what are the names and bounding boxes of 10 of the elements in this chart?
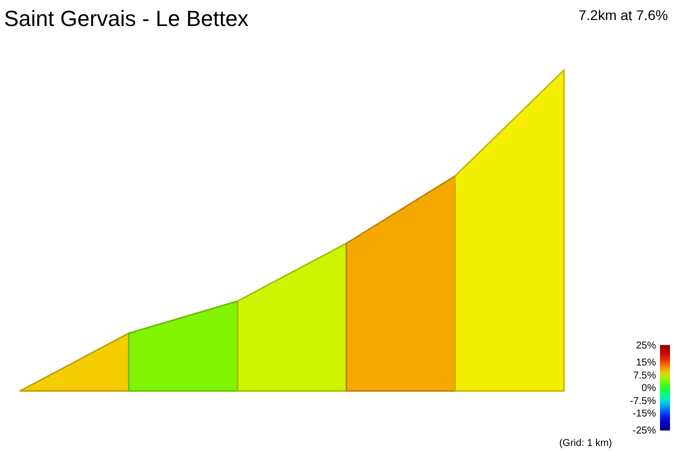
chart-subtitle: 7.2km at 7.6% <box>578 7 668 23</box>
color-bar-label: -15% <box>632 408 656 420</box>
color-bar-label: 25% <box>636 340 656 352</box>
text: (Grid: 1 km) <box>559 438 612 449</box>
color-bar-label: -25% <box>632 426 656 436</box>
color-bar-label: 7.5% <box>633 370 656 382</box>
color-bar-label: 0% <box>642 383 656 394</box>
color-bar-label: 15% <box>636 358 656 368</box>
color-bar-label: -7.5% <box>630 396 656 407</box>
chart-title: Saint Gervais - Le Bettex <box>4 6 249 31</box>
